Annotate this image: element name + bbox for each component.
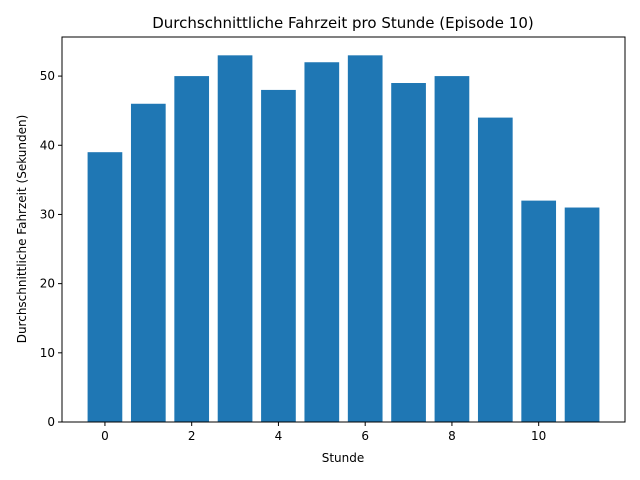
bar-hour-3 xyxy=(217,55,253,422)
plot-frame xyxy=(61,36,626,423)
y-tick-label: 10 xyxy=(40,346,55,360)
bars-group xyxy=(87,55,600,423)
x-axis-label: Stunde xyxy=(322,451,365,465)
bar-hour-6 xyxy=(347,55,383,422)
x-tick-label: 6 xyxy=(361,429,369,443)
y-tick-label: 0 xyxy=(47,415,55,429)
bar-hour-0 xyxy=(87,152,123,422)
bar-hour-1 xyxy=(130,103,166,422)
bar-hour-5 xyxy=(304,62,340,422)
x-tick-label: 0 xyxy=(101,429,109,443)
x-tick-label: 4 xyxy=(275,429,283,443)
y-tick-label: 30 xyxy=(40,207,55,221)
x-axis-ticks: 0 2 4 6 8 10 xyxy=(101,422,546,443)
y-axis-ticks: 0 10 20 30 40 50 xyxy=(40,69,62,429)
bar-hour-7 xyxy=(391,83,426,422)
x-tick-label: 8 xyxy=(448,429,456,443)
bar-hour-8 xyxy=(434,76,470,422)
bar-hour-4 xyxy=(261,89,296,423)
y-tick-label: 40 xyxy=(40,138,55,152)
x-tick-label: 10 xyxy=(531,429,546,443)
bar-hour-11 xyxy=(564,207,600,422)
bar-hour-2 xyxy=(174,76,210,422)
chart-title: Durchschnittliche Fahrzeit pro Stunde (E… xyxy=(152,14,533,32)
y-tick-label: 50 xyxy=(40,69,55,83)
y-tick-label: 20 xyxy=(40,277,55,291)
x-tick-label: 2 xyxy=(188,429,196,443)
bar-hour-9 xyxy=(477,117,513,422)
y-axis-label: Durchschnittliche Fahrzeit (Sekunden) xyxy=(15,115,29,344)
bar-hour-10 xyxy=(521,200,557,422)
